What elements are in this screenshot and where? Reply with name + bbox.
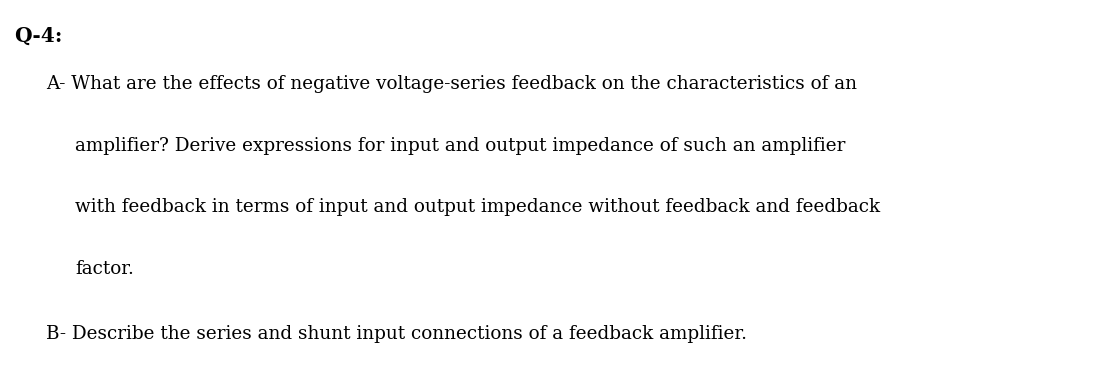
Text: factor.: factor. — [75, 260, 133, 278]
Text: Q-4:: Q-4: — [14, 26, 63, 46]
Text: B- Describe the series and shunt input connections of a feedback amplifier.: B- Describe the series and shunt input c… — [46, 325, 747, 343]
Text: with feedback in terms of input and output impedance without feedback and feedba: with feedback in terms of input and outp… — [75, 198, 880, 216]
Text: A- What are the effects of negative voltage-series feedback on the characteristi: A- What are the effects of negative volt… — [46, 75, 857, 93]
Text: amplifier? Derive expressions for input and output impedance of such an amplifie: amplifier? Derive expressions for input … — [75, 137, 845, 154]
